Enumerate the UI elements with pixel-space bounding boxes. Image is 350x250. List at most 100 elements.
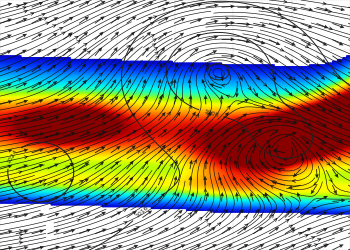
FancyArrowPatch shape bbox=[286, 220, 289, 222]
FancyArrowPatch shape bbox=[302, 33, 306, 36]
FancyArrowPatch shape bbox=[330, 148, 334, 150]
FancyArrowPatch shape bbox=[87, 51, 90, 54]
FancyArrowPatch shape bbox=[19, 171, 22, 174]
FancyArrowPatch shape bbox=[244, 216, 247, 219]
FancyArrowPatch shape bbox=[111, 189, 114, 192]
FancyArrowPatch shape bbox=[196, 114, 198, 117]
FancyArrowPatch shape bbox=[108, 195, 112, 198]
FancyArrowPatch shape bbox=[154, 47, 158, 50]
FancyArrowPatch shape bbox=[273, 71, 276, 74]
FancyArrowPatch shape bbox=[42, 13, 45, 16]
FancyArrowPatch shape bbox=[152, 44, 155, 47]
FancyArrowPatch shape bbox=[136, 150, 140, 153]
FancyArrowPatch shape bbox=[59, 28, 63, 30]
FancyArrowPatch shape bbox=[19, 230, 22, 232]
FancyArrowPatch shape bbox=[98, 134, 102, 136]
FancyArrowPatch shape bbox=[292, 230, 295, 233]
FancyArrowPatch shape bbox=[163, 8, 166, 11]
FancyArrowPatch shape bbox=[225, 17, 229, 20]
FancyArrowPatch shape bbox=[140, 202, 143, 204]
FancyArrowPatch shape bbox=[268, 121, 272, 124]
FancyArrowPatch shape bbox=[215, 76, 218, 79]
FancyArrowPatch shape bbox=[324, 134, 327, 137]
FancyArrowPatch shape bbox=[57, 57, 61, 60]
FancyArrowPatch shape bbox=[332, 161, 335, 164]
FancyArrowPatch shape bbox=[305, 45, 309, 48]
FancyArrowPatch shape bbox=[286, 211, 289, 214]
FancyArrowPatch shape bbox=[329, 178, 332, 182]
FancyArrowPatch shape bbox=[173, 192, 176, 196]
FancyArrowPatch shape bbox=[324, 97, 327, 100]
FancyArrowPatch shape bbox=[278, 12, 281, 15]
FancyArrowPatch shape bbox=[170, 164, 173, 167]
FancyArrowPatch shape bbox=[153, 39, 156, 42]
FancyArrowPatch shape bbox=[227, 106, 230, 109]
FancyArrowPatch shape bbox=[43, 183, 46, 186]
FancyArrowPatch shape bbox=[224, 162, 227, 166]
FancyArrowPatch shape bbox=[14, 180, 17, 183]
FancyArrowPatch shape bbox=[134, 189, 138, 192]
FancyArrowPatch shape bbox=[161, 94, 164, 98]
FancyArrowPatch shape bbox=[292, 77, 295, 80]
Text: 1008: 1008 bbox=[203, 109, 219, 118]
FancyArrowPatch shape bbox=[136, 227, 139, 230]
FancyArrowPatch shape bbox=[194, 160, 196, 163]
FancyArrowPatch shape bbox=[181, 98, 184, 101]
FancyArrowPatch shape bbox=[325, 244, 328, 247]
FancyArrowPatch shape bbox=[263, 194, 266, 198]
FancyArrowPatch shape bbox=[188, 213, 191, 216]
FancyArrowPatch shape bbox=[178, 216, 181, 219]
FancyArrowPatch shape bbox=[256, 35, 260, 38]
FancyArrowPatch shape bbox=[298, 232, 302, 235]
FancyArrowPatch shape bbox=[62, 32, 65, 35]
FancyArrowPatch shape bbox=[23, 6, 26, 10]
FancyArrowPatch shape bbox=[84, 44, 87, 46]
FancyArrowPatch shape bbox=[329, 27, 332, 30]
FancyArrowPatch shape bbox=[295, 208, 298, 211]
FancyArrowPatch shape bbox=[327, 162, 330, 165]
FancyArrowPatch shape bbox=[272, 181, 275, 184]
FancyArrowPatch shape bbox=[189, 106, 192, 109]
FancyArrowPatch shape bbox=[280, 164, 283, 166]
FancyArrowPatch shape bbox=[101, 184, 104, 188]
FancyArrowPatch shape bbox=[293, 180, 295, 182]
FancyArrowPatch shape bbox=[266, 141, 270, 144]
FancyArrowPatch shape bbox=[24, 156, 27, 159]
FancyArrowPatch shape bbox=[61, 102, 64, 104]
FancyArrowPatch shape bbox=[19, 238, 22, 240]
FancyArrowPatch shape bbox=[127, 46, 130, 48]
FancyArrowPatch shape bbox=[217, 223, 221, 226]
FancyArrowPatch shape bbox=[104, 204, 107, 206]
FancyArrowPatch shape bbox=[30, 12, 34, 15]
FancyArrowPatch shape bbox=[207, 112, 210, 116]
FancyArrowPatch shape bbox=[280, 16, 284, 19]
FancyArrowPatch shape bbox=[284, 0, 287, 3]
FancyArrowPatch shape bbox=[170, 81, 173, 84]
FancyArrowPatch shape bbox=[319, 147, 323, 150]
FancyArrowPatch shape bbox=[167, 149, 171, 152]
FancyArrowPatch shape bbox=[75, 36, 78, 39]
FancyArrowPatch shape bbox=[77, 40, 80, 43]
FancyArrowPatch shape bbox=[204, 189, 207, 192]
FancyArrowPatch shape bbox=[16, 4, 20, 8]
Text: 1024: 1024 bbox=[6, 149, 19, 165]
FancyArrowPatch shape bbox=[248, 86, 251, 90]
FancyArrowPatch shape bbox=[151, 35, 154, 37]
FancyArrowPatch shape bbox=[205, 219, 208, 222]
FancyArrowPatch shape bbox=[100, 94, 104, 98]
FancyArrowPatch shape bbox=[46, 22, 49, 25]
FancyArrowPatch shape bbox=[155, 52, 158, 55]
FancyArrowPatch shape bbox=[150, 22, 154, 25]
FancyArrowPatch shape bbox=[18, 79, 21, 82]
FancyArrowPatch shape bbox=[323, 2, 326, 5]
FancyArrowPatch shape bbox=[102, 62, 106, 65]
FancyArrowPatch shape bbox=[270, 214, 273, 218]
FancyArrowPatch shape bbox=[53, 157, 56, 160]
FancyArrowPatch shape bbox=[259, 214, 262, 218]
FancyArrowPatch shape bbox=[329, 109, 332, 112]
FancyArrowPatch shape bbox=[52, 25, 56, 28]
FancyArrowPatch shape bbox=[284, 158, 287, 161]
FancyArrowPatch shape bbox=[225, 24, 229, 27]
FancyArrowPatch shape bbox=[271, 186, 274, 188]
FancyArrowPatch shape bbox=[222, 84, 225, 87]
